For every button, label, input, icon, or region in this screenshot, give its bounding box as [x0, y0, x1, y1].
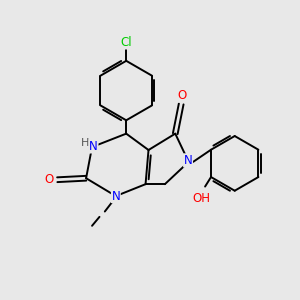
Text: O: O — [44, 173, 54, 186]
Text: Cl: Cl — [120, 36, 132, 49]
Text: N: N — [184, 154, 192, 167]
Text: H: H — [81, 139, 90, 148]
Text: N: N — [89, 140, 98, 153]
Text: O: O — [177, 89, 186, 102]
Text: OH: OH — [193, 192, 211, 205]
Text: N: N — [111, 190, 120, 202]
